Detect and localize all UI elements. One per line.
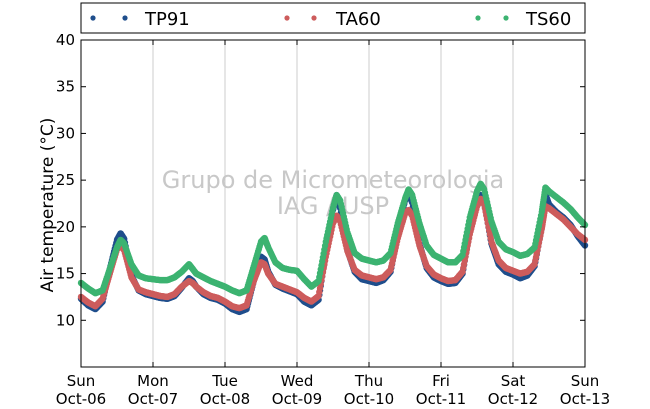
x-tick-label: Sat: [501, 372, 526, 390]
x-tick-label: Oct-13: [560, 390, 610, 408]
legend-marker-tp91: [122, 15, 128, 21]
x-tick-label: Wed: [281, 372, 314, 390]
y-tick-label: 10: [56, 311, 75, 329]
legend-marker-tp91: [90, 15, 96, 21]
x-tick-label: Fri: [432, 372, 450, 390]
x-tick-label: Oct-10: [344, 390, 394, 408]
watermark-line-1: Grupo de Micrometeorologia: [162, 166, 504, 194]
x-tick-label: Oct-09: [272, 390, 322, 408]
legend-marker-ts60: [475, 15, 481, 21]
x-tick-label: Oct-11: [416, 390, 466, 408]
x-tick-label: Sun: [571, 372, 600, 390]
y-tick-label: 30: [56, 124, 75, 142]
legend-label-ta60: TA60: [335, 9, 381, 30]
x-tick-label: Mon: [137, 372, 169, 390]
x-axis: SunOct-06MonOct-07TueOct-08WedOct-09ThuO…: [56, 40, 610, 408]
y-tick-label: 25: [56, 171, 75, 189]
x-tick-label: Sun: [67, 372, 96, 390]
y-axis-label: Air temperature (°C): [38, 118, 58, 293]
x-tick-label: Oct-08: [200, 390, 250, 408]
legend-label-tp91: TP91: [144, 9, 190, 30]
series-data: [77, 180, 589, 316]
legend-label-ts60: TS60: [525, 9, 571, 30]
legend-marker-ta60: [311, 15, 317, 21]
y-tick-label: 35: [56, 78, 75, 96]
y-tick-label: 15: [56, 265, 75, 283]
plot-frame: [80, 39, 586, 368]
legend: TP91 TA60 TS60: [80, 2, 586, 34]
series-ta60: [77, 195, 589, 312]
x-tick-label: Tue: [211, 372, 238, 390]
legend-marker-ta60: [284, 15, 290, 21]
legend-box: [80, 2, 586, 34]
grid-lines: [152, 40, 514, 367]
x-tick-label: Thu: [354, 372, 383, 390]
x-tick-label: Oct-07: [128, 390, 178, 408]
y-tick-label: 20: [56, 218, 75, 236]
series-ts60: [77, 180, 589, 297]
y-axis: 10 15 20 25 30 35 40: [56, 31, 585, 329]
x-tick-label: Oct-12: [488, 390, 538, 408]
legend-marker-ts60: [503, 15, 509, 21]
x-tick-label: Oct-06: [56, 390, 106, 408]
y-tick-label: 40: [56, 31, 75, 49]
